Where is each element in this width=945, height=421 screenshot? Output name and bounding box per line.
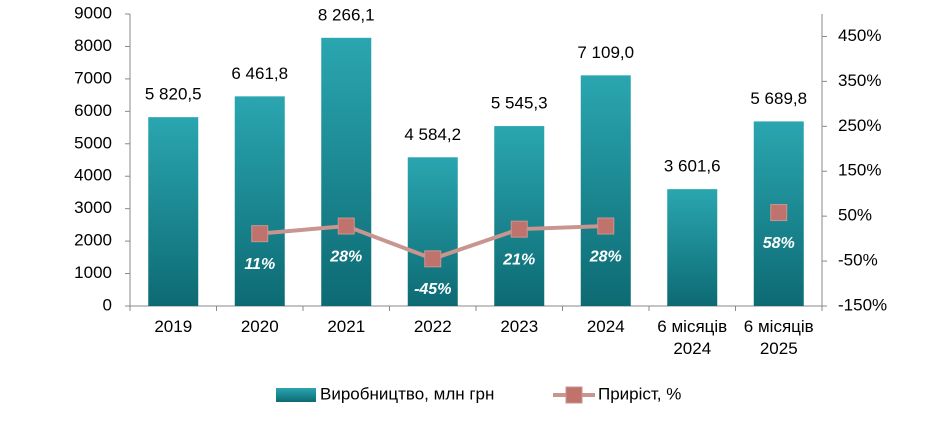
- y2-tick-label: -150%: [838, 295, 887, 314]
- bar: [321, 37, 372, 307]
- y2-tick-label: 250%: [838, 116, 881, 135]
- x-tick-label: 6 місяців 2024: [657, 317, 728, 358]
- legend-swatch: [565, 386, 583, 404]
- y-tick-label: 0: [103, 295, 112, 314]
- line-marker: [251, 225, 269, 243]
- y2-tick-label: 350%: [838, 71, 881, 90]
- legend-label: Приріст, %: [598, 384, 681, 403]
- x-tick-label: 2023: [500, 317, 539, 336]
- line-marker: [510, 220, 528, 238]
- y-tick-label: 4000: [74, 166, 112, 185]
- x-tick-label: 2020: [240, 317, 279, 336]
- legend-swatch: [276, 388, 316, 402]
- y2-tick-label: 150%: [838, 161, 881, 180]
- y-tick-label: 6000: [74, 101, 112, 120]
- bar-value-label: 6 461,8: [231, 64, 288, 83]
- line-value-label: 11%: [244, 256, 275, 273]
- line-value-label: 58%: [763, 235, 795, 252]
- y-tick-label: 3000: [74, 198, 112, 217]
- x-tick-label: 6 місяців 2025: [743, 317, 814, 358]
- line-value-label: 28%: [589, 248, 622, 265]
- x-tick-label: 2019: [154, 317, 193, 336]
- bar-value-label: 8 266,1: [318, 5, 375, 24]
- y-tick-label: 2000: [74, 231, 112, 250]
- bar: [234, 96, 285, 306]
- bar-value-label: 4 584,2: [404, 125, 461, 144]
- legend-label: Виробництво, млн грн: [320, 384, 494, 403]
- line-value-label: 21%: [502, 251, 535, 268]
- line-marker: [337, 217, 355, 235]
- line-value-label: 28%: [329, 248, 362, 265]
- y2-tick-label: -50%: [838, 251, 878, 270]
- bar: [580, 75, 631, 306]
- bar: [148, 117, 199, 307]
- y-tick-label: 9000: [74, 3, 112, 22]
- bar: [407, 157, 458, 306]
- x-tick-label: 2021: [327, 317, 366, 336]
- line-marker: [597, 217, 615, 235]
- y2-tick-label: 50%: [838, 206, 872, 225]
- bar-value-label: 5 820,5: [145, 85, 202, 104]
- x-tick-label: 2024: [586, 317, 625, 336]
- y-tick-label: 7000: [74, 68, 112, 87]
- bar-value-label: 5 545,3: [491, 94, 548, 113]
- x-tick-label: 2022: [413, 317, 452, 336]
- line-value-label: -45%: [414, 281, 451, 298]
- y-tick-label: 8000: [74, 36, 112, 55]
- bar: [667, 189, 718, 306]
- y-tick-label: 5000: [74, 133, 112, 152]
- bar-value-label: 7 109,0: [577, 43, 634, 62]
- line-marker: [424, 250, 442, 268]
- bar-value-label: 5 689,8: [750, 89, 807, 108]
- line-marker: [770, 204, 788, 222]
- bar: [494, 126, 545, 307]
- y2-tick-label: 450%: [838, 26, 881, 45]
- bar-value-label: 3 601,6: [664, 157, 721, 176]
- y-tick-label: 1000: [74, 263, 112, 282]
